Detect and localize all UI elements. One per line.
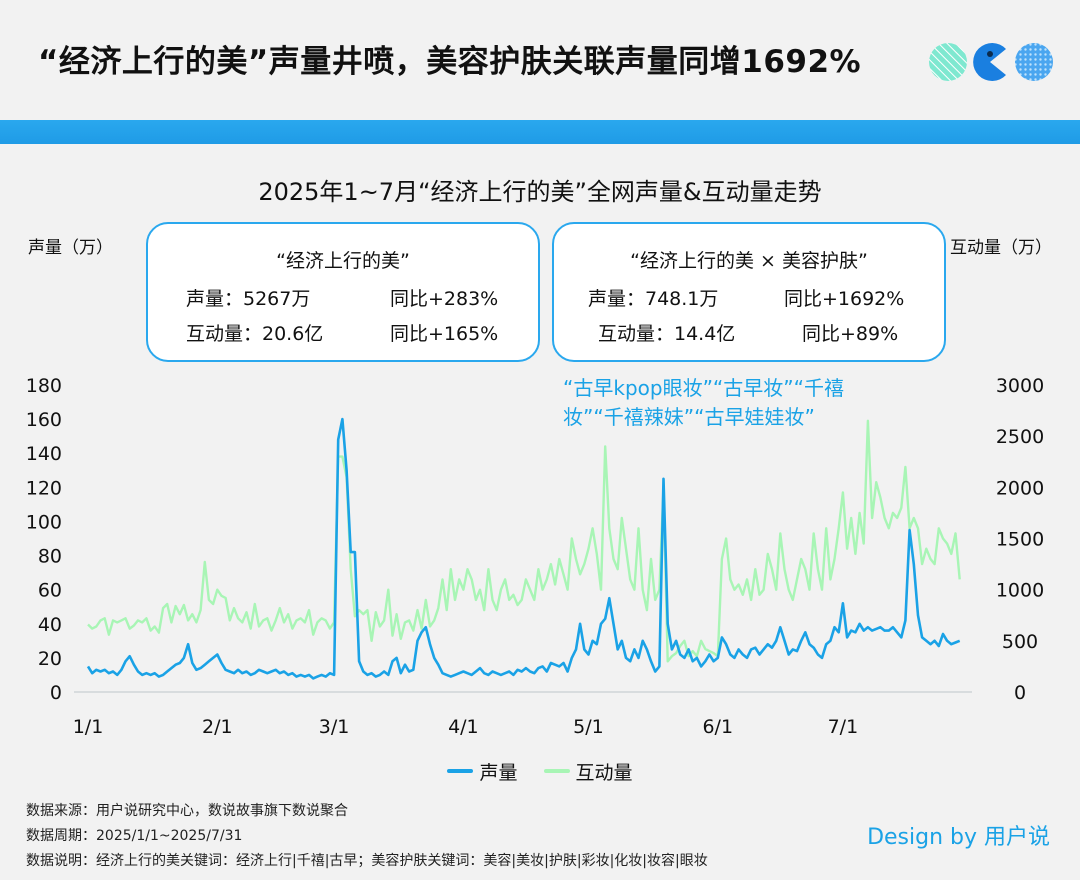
- footer-source: 数据来源：用户说研究中心，数说故事旗下数说聚合: [26, 803, 348, 819]
- x-tick-label: 7/1: [828, 716, 859, 738]
- annotation-line: 妆”“千禧辣妹”“古早娃娃妆”: [563, 405, 815, 429]
- brand-logo-icon: [929, 43, 1053, 81]
- legend-label: 声量: [479, 761, 518, 784]
- kpi-card-beauty: “经济上行的美 × 美容护肤” 声量：748.1万 同比+1692% 互动量：1…: [552, 222, 946, 362]
- kpi-interaction-growth: 同比+89%: [802, 323, 899, 345]
- x-tick-label: 1/1: [73, 716, 104, 738]
- y-left-tick-label: 160: [26, 409, 62, 431]
- footer-period: 数据周期：2025/1/1~2025/7/31: [26, 828, 243, 844]
- y-left-tick-label: 80: [38, 546, 62, 568]
- peak-annotation: “古早kpop眼妆”“古早妆”“千禧 妆”“千禧辣妹”“古早娃娃妆”: [563, 374, 933, 432]
- legend-item-interaction: 互动量: [543, 758, 633, 785]
- kpi-volume: 声量：5267万: [186, 288, 311, 310]
- legend-swatch-interaction: [543, 769, 570, 773]
- y-left-tick-label: 140: [26, 443, 62, 465]
- kpi-interaction-growth: 同比+165%: [390, 323, 499, 345]
- design-credit: Design by 用户说: [867, 825, 1050, 850]
- header-stripe: [0, 120, 1080, 144]
- x-tick-label: 2/1: [202, 716, 233, 738]
- y-left-tick-label: 0: [50, 682, 62, 704]
- y-right-tick-label: 3000: [996, 375, 1044, 397]
- chart-legend: 声量 互动量: [0, 756, 1080, 785]
- y-left-tick-label: 60: [38, 580, 62, 602]
- x-tick-label: 3/1: [319, 716, 350, 738]
- y-right-tick-label: 2000: [996, 477, 1044, 499]
- y-left-tick-label: 20: [38, 648, 62, 670]
- footer-note: 数据说明：经济上行的美关键词：经济上行|千禧|古早；美容护肤关键词：美容|美妆|…: [26, 853, 708, 869]
- y-right-tick-label: 1000: [996, 580, 1044, 602]
- kpi-volume-growth: 同比+283%: [390, 288, 499, 310]
- x-tick-label: 6/1: [702, 716, 733, 738]
- header: “经济上行的美”声量井喷，美容护肤关联声量同增1692%: [0, 0, 1080, 120]
- kpi-card-title: “经济上行的美 × 美容护肤”: [630, 250, 868, 272]
- y-right-tick-label: 2500: [996, 426, 1044, 448]
- y-right-tick-label: 500: [1002, 631, 1038, 653]
- x-tick-label: 5/1: [573, 716, 604, 738]
- y-right-tick-label: 0: [1014, 682, 1026, 704]
- annotation-line: “古早kpop眼妆”“古早妆”“千禧: [563, 376, 845, 400]
- y-left-tick-label: 40: [38, 614, 62, 636]
- legend-swatch-volume: [447, 769, 474, 773]
- series-line-interaction: [87, 419, 961, 663]
- kpi-interaction: 互动量：14.4亿: [598, 323, 736, 345]
- x-tick-label: 4/1: [448, 716, 479, 738]
- kpi-volume: 声量：748.1万: [588, 288, 719, 310]
- y-left-axis-title: 声量（万）: [28, 238, 113, 258]
- kpi-interaction: 互动量：20.6亿: [186, 323, 324, 345]
- y-left-tick-label: 180: [26, 375, 62, 397]
- y-left-tick-label: 100: [26, 511, 62, 533]
- legend-label: 互动量: [575, 761, 633, 784]
- chart-title: 2025年1~7月“经济上行的美”全网声量&互动量走势: [258, 178, 822, 206]
- kpi-card-overall: “经济上行的美” 声量：5267万 同比+283% 互动量：20.6亿 同比+1…: [146, 222, 540, 362]
- legend-item-volume: 声量: [447, 758, 517, 785]
- y-right-axis-title: 互动量（万）: [950, 238, 1052, 258]
- kpi-card-title: “经济上行的美”: [276, 250, 410, 272]
- series-line-volume: [86, 417, 961, 680]
- kpi-volume-growth: 同比+1692%: [784, 288, 905, 310]
- page-title: “经济上行的美”声量井喷，美容护肤关联声量同增1692%: [38, 44, 862, 80]
- y-right-tick-label: 1500: [996, 529, 1044, 551]
- y-left-tick-label: 120: [26, 477, 62, 499]
